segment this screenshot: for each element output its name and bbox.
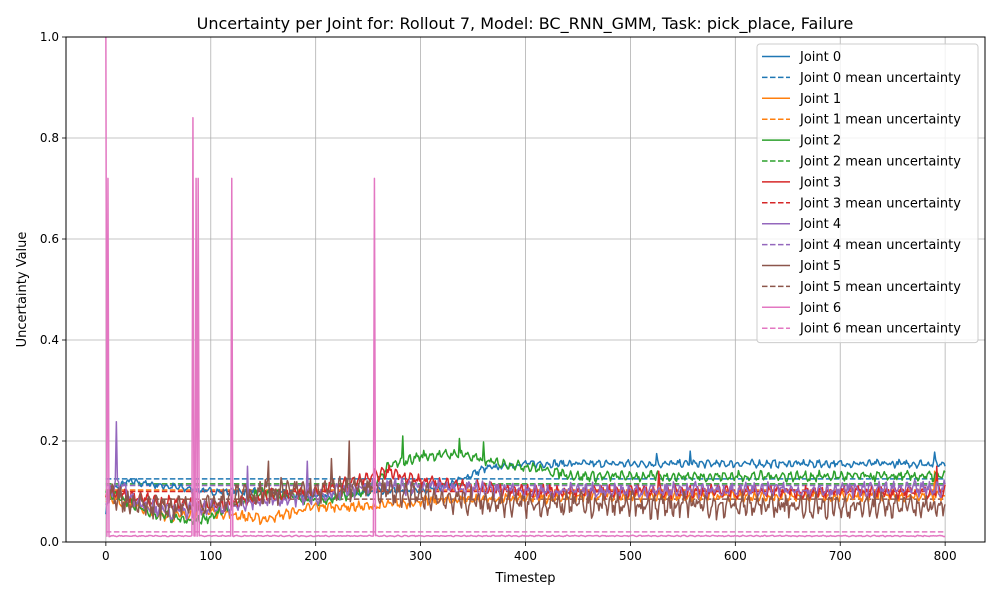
x-tick-label: 400 xyxy=(514,549,537,563)
series-line xyxy=(105,440,946,521)
x-tick-label: 500 xyxy=(619,549,642,563)
x-tick-label: 300 xyxy=(409,549,432,563)
legend-label: Joint 2 xyxy=(799,134,841,149)
legend-label: Joint 0 xyxy=(799,50,841,65)
legend-label: Joint 2 mean uncertainty xyxy=(799,155,961,170)
y-axis-title: Uncertainty Value xyxy=(15,232,30,348)
x-tick-label: 700 xyxy=(829,549,852,563)
y-tick-label: 0.0 xyxy=(40,535,59,549)
legend-label: Joint 3 xyxy=(799,175,841,190)
legend-box xyxy=(756,43,979,344)
legend: Joint 0 Joint 0 mean uncertainty Joint 1 Jo… xyxy=(756,43,979,344)
series-line xyxy=(105,421,946,521)
legend-label: Joint 0 mean uncertainty xyxy=(799,71,961,86)
y-tick-label: 0.6 xyxy=(40,232,59,246)
legend-label: Joint 5 mean uncertainty xyxy=(799,280,961,295)
series-line xyxy=(105,36,946,538)
x-tick-label: 0 xyxy=(102,549,110,563)
x-tick-label: 200 xyxy=(304,549,327,563)
legend-label: Joint 4 xyxy=(799,217,841,232)
y-tick-label: 1.0 xyxy=(40,30,59,44)
legend-label: Joint 5 xyxy=(799,259,841,274)
y-tick-label: 0.4 xyxy=(40,333,59,347)
legend-label: Joint 6 xyxy=(799,301,841,316)
legend-label: Joint 3 mean uncertainty xyxy=(799,196,961,211)
chart-title: Uncertainty per Joint for: Rollout 7, Mo… xyxy=(197,14,854,34)
y-tick-label: 0.2 xyxy=(40,434,59,448)
x-tick-label: 100 xyxy=(199,549,222,563)
x-tick-label: 800 xyxy=(934,549,957,563)
legend-label: Joint 4 mean uncertainty xyxy=(799,238,961,253)
y-tick-label: 0.8 xyxy=(40,131,59,145)
legend-label: Joint 6 mean uncertainty xyxy=(799,322,961,337)
axis-ticks: 0 100 200 300 400 500 600 700 800 0.0 0.2 0.4 0.6 0.8… xyxy=(40,30,957,563)
x-axis-title: Timestep xyxy=(495,571,556,586)
x-tick-label: 600 xyxy=(724,549,747,563)
legend-label: Joint 1 xyxy=(799,92,841,107)
legend-label: Joint 1 mean uncertainty xyxy=(799,113,961,128)
series-lines xyxy=(105,36,946,538)
